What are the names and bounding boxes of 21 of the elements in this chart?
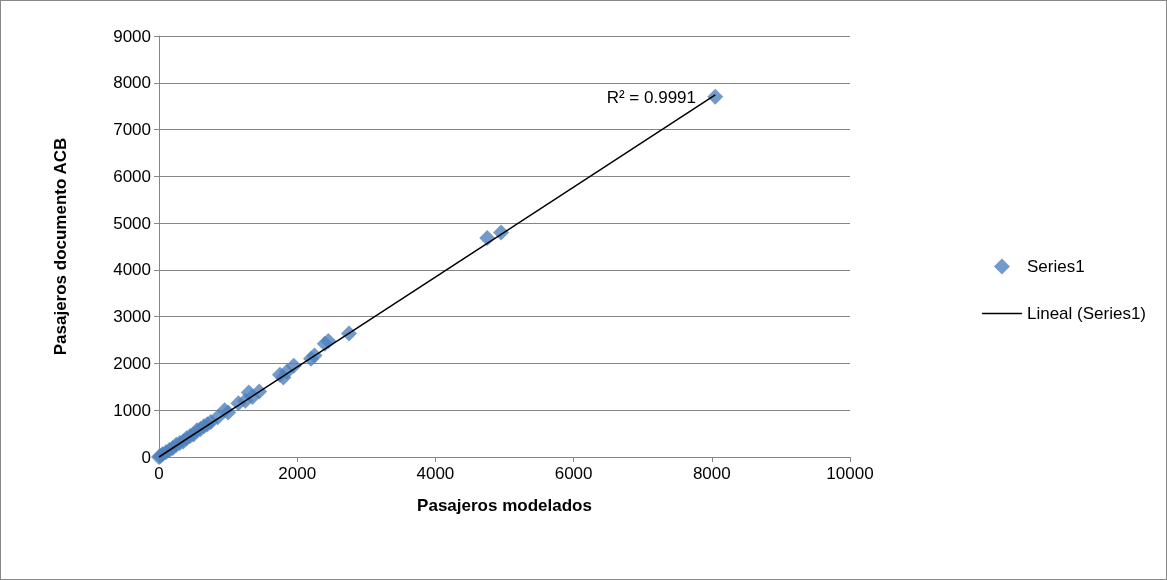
y-tick-label: 4000 <box>113 260 151 280</box>
legend-label: Lineal (Series1) <box>1026 304 1146 323</box>
annotation: R² = 0.9991 <box>606 88 696 107</box>
x-tick-label: 2000 <box>278 464 317 483</box>
x-tick-label: 10000 <box>826 464 874 483</box>
x-tick-label: 6000 <box>554 464 593 483</box>
y-tick-label: 2000 <box>113 353 151 373</box>
legend-label: Series1 <box>1026 257 1085 276</box>
y-tick-label: 1000 <box>113 400 151 420</box>
y-tick-label: 5000 <box>113 213 151 233</box>
y-tick-label: 3000 <box>113 307 151 327</box>
x-tick-label: 8000 <box>692 464 731 483</box>
y-tick-label: 9000 <box>113 26 151 46</box>
x-tick-label: 4000 <box>416 464 455 483</box>
y-tick-label: 8000 <box>113 73 151 93</box>
y-tick-label: 7000 <box>113 120 151 140</box>
y-tick-label: 0 <box>141 447 151 467</box>
x-axis-title: Pasajeros modelados <box>417 496 592 515</box>
y-axis-title: Pasajeros documento ACB <box>51 137 70 356</box>
y-tick-label: 6000 <box>113 166 151 186</box>
x-tick-label: 0 <box>154 464 164 483</box>
